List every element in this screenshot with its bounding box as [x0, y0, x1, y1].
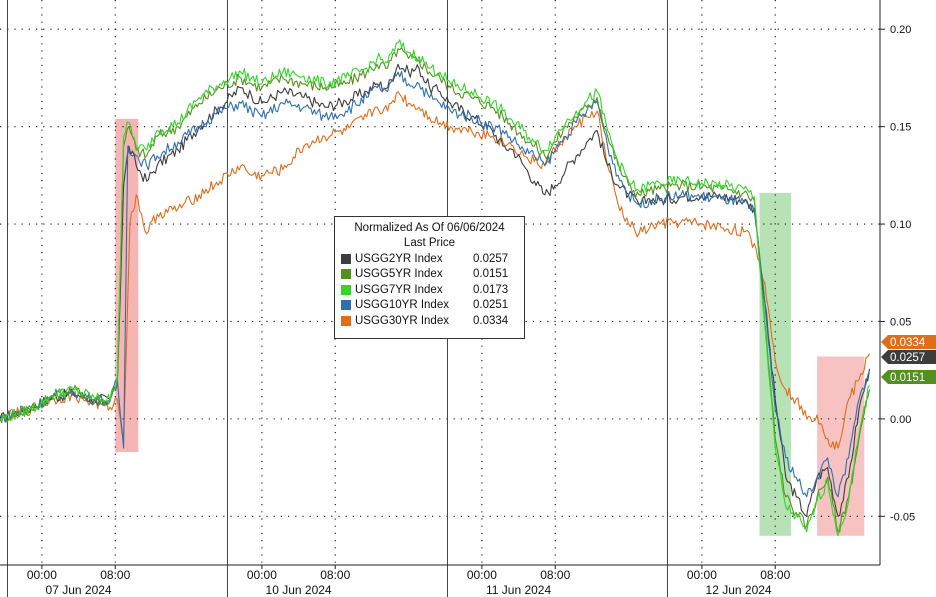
y-tick-label: 0.05 [890, 316, 911, 328]
legend-last-value: 0.0251 [473, 299, 509, 312]
legend-series-name: USGG7YR Index [355, 283, 443, 296]
highlight-region-2 [759, 192, 791, 536]
legend-swatch [341, 269, 351, 280]
legend-swatch [341, 315, 351, 326]
legend-last-value: 0.0257 [473, 252, 509, 265]
x-day-label: 10 Jun 2024 [266, 583, 332, 597]
legend-series-name: USGG30YR Index [355, 314, 449, 327]
legend-last-value: 0.0173 [473, 283, 509, 296]
y-tick-label: 0.15 [890, 122, 911, 134]
series-lines [0, 39, 871, 537]
legend-swatch [341, 284, 351, 295]
x-tick-label: 00:00 [687, 568, 717, 582]
last-value-tag-usgg5yr-index [881, 370, 936, 384]
legend-series-name: USGG5YR Index [355, 268, 443, 281]
legend-entry: USGG5YR Index 0.0151 [341, 267, 518, 283]
last-value-tag-usgg30yr-index [881, 335, 936, 349]
y-tick-label: -0.05 [890, 511, 915, 523]
x-day-label: 07 Jun 2024 [46, 583, 112, 597]
legend-series-name: USGG10YR Index [355, 299, 449, 312]
x-tick-label: 08:00 [320, 568, 350, 582]
x-tick-label: 00:00 [467, 568, 497, 582]
x-day-label: 11 Jun 2024 [486, 583, 551, 597]
series-line-usgg7yr-index [0, 39, 870, 537]
x-tick-label: 00:00 [247, 568, 277, 582]
chart-legend: Normalized As Of 06/06/2024 Last Price U… [334, 216, 525, 339]
x-tick-label: 08:00 [760, 568, 790, 582]
x-tick-label: 00:00 [27, 568, 57, 582]
x-day-label: 12 Jun 2024 [706, 583, 772, 597]
series-line-usgg30yr-index [0, 91, 870, 450]
legend-swatch [341, 253, 351, 264]
last-value-label: 0.0257 [890, 352, 925, 364]
legend-last-value: 0.0334 [473, 314, 509, 327]
legend-series-name: USGG2YR Index [355, 252, 443, 265]
legend-last-value: 0.0151 [473, 268, 509, 281]
legend-entry: USGG10YR Index 0.0251 [341, 298, 518, 314]
x-tick-label: 08:00 [100, 568, 130, 582]
y-tick-label: 0.20 [890, 24, 911, 36]
y-tick-label: 0.00 [890, 414, 911, 426]
x-tick-label: 08:00 [540, 568, 570, 582]
legend-subtitle: Last Price [403, 237, 456, 249]
series-line-usgg2yr-index [0, 63, 871, 517]
y-tick-label: 0.10 [890, 219, 911, 231]
legend-entry: USGG30YR Index 0.0334 [341, 313, 518, 329]
legend-entry: USGG7YR Index 0.0173 [341, 282, 518, 298]
highlight-region-1 [115, 118, 139, 453]
last-value-label: 0.0334 [890, 337, 926, 349]
legend-title: Normalized As Of 06/06/2024 [354, 222, 505, 234]
last-value-label: 0.0151 [890, 372, 925, 384]
series-line-usgg10yr-index [0, 70, 871, 498]
legend-swatch [341, 300, 351, 311]
legend-entry: USGG2YR Index 0.0257 [341, 251, 518, 267]
last-value-tag-usgg2yr-index [881, 350, 936, 364]
